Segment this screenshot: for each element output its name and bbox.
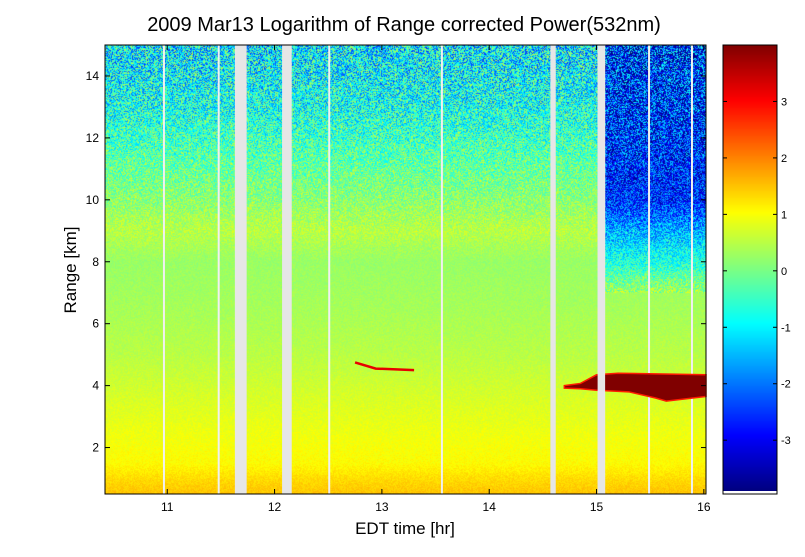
plot-area bbox=[104, 44, 707, 495]
colorbar-tick-label: 1 bbox=[781, 209, 787, 221]
x-tick-label: 16 bbox=[697, 500, 711, 514]
colorbar-tick-label: -3 bbox=[781, 435, 791, 447]
colorbar-tick-label: -2 bbox=[781, 379, 791, 391]
data-gap-overlay-4 bbox=[597, 45, 606, 494]
y-tick-label: 14 bbox=[86, 69, 100, 83]
y-axis-label: Range [km] bbox=[61, 227, 80, 314]
thin-gap-3 bbox=[328, 45, 331, 494]
x-tick-label: 14 bbox=[483, 500, 497, 514]
thin-gap-1 bbox=[162, 45, 165, 494]
y-tick-label: 4 bbox=[92, 379, 99, 393]
colorbar-tick-label: 0 bbox=[781, 266, 787, 278]
y-tick-label: 12 bbox=[86, 131, 100, 145]
x-tick-label: 12 bbox=[268, 500, 282, 514]
thin-gap-6 bbox=[690, 45, 693, 494]
plot-frame bbox=[104, 44, 707, 495]
x-tick-label: 15 bbox=[590, 500, 604, 514]
chart-title: 2009 Mar13 Logarithm of Range corrected … bbox=[147, 14, 661, 36]
thin-gap-4 bbox=[440, 45, 443, 494]
y-tick-label: 8 bbox=[92, 255, 99, 269]
data-gap-2 bbox=[282, 45, 292, 494]
x-axis-label: EDT time [hr] bbox=[355, 519, 455, 538]
thin-gap-5 bbox=[648, 45, 651, 494]
colorbar-tick-label: 3 bbox=[781, 96, 787, 108]
y-tick-label: 10 bbox=[86, 193, 100, 207]
data-gap-1 bbox=[234, 45, 247, 494]
colorbar-tick-label: 2 bbox=[781, 153, 787, 165]
colorbar-tick-label: -1 bbox=[781, 322, 791, 334]
y-axis: 2 4 6 8 10 12 14 bbox=[86, 69, 706, 455]
colorbar-ticks: 3 2 1 0 -1 -2 -3 bbox=[723, 96, 791, 447]
thin-cloud-layer bbox=[354, 361, 415, 372]
thin-gap-2 bbox=[217, 45, 220, 494]
y-tick-label: 2 bbox=[92, 441, 99, 455]
x-axis: 11 12 13 14 15 16 bbox=[161, 45, 711, 514]
colorbar-gradient bbox=[723, 45, 777, 491]
colorbar-frame bbox=[722, 44, 778, 495]
y-tick-label: 6 bbox=[92, 317, 99, 331]
heatmap-image bbox=[105, 45, 706, 494]
x-tick-label: 13 bbox=[375, 500, 389, 514]
data-gap-3 bbox=[550, 45, 556, 494]
colorbar: 3 2 1 0 -1 -2 -3 bbox=[722, 44, 791, 495]
x-tick-label: 11 bbox=[161, 500, 174, 514]
cloud-layer-group bbox=[354, 45, 707, 494]
